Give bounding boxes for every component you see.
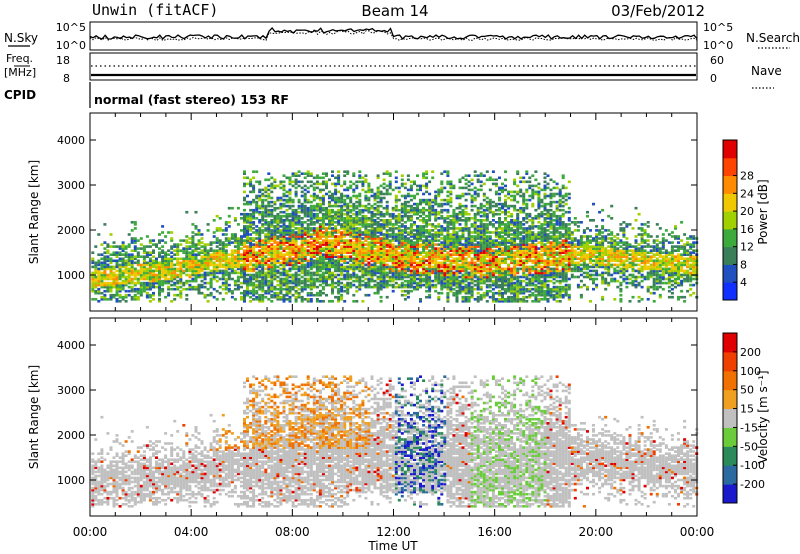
velocity-colorbar-label: Velocity [m s⁻¹] — [756, 370, 770, 463]
vel-ytick-label: 1000 — [57, 474, 85, 487]
x-tick-label: 00:00 — [73, 525, 108, 539]
velocity-colorbar: 200 100 50 15 -15 -50 -100 -200 — [722, 332, 765, 504]
colorbar-swatch — [723, 351, 737, 372]
vel-ytick-label: 3000 — [57, 384, 85, 397]
station-title: Unwin (fitACF) — [92, 1, 218, 19]
colorbar-tick: 200 — [740, 346, 761, 359]
colorbar-swatch — [723, 484, 737, 504]
colorbar-swatch — [723, 140, 737, 159]
power-colorbar: 4 8 12 16 20 24 28 — [722, 139, 754, 301]
vel-ytick-label: 4000 — [57, 339, 85, 352]
colorbar-swatch — [723, 389, 737, 410]
nsky-strip: N.Sky 10^5 10^0 10^5 10^0 N.Search — [4, 21, 800, 52]
colorbar-swatch — [723, 446, 737, 466]
colorbar-tick: 50 — [740, 384, 754, 397]
colorbar-swatch — [723, 370, 737, 391]
nsky-trace — [89, 27, 698, 40]
colorbar-swatch — [723, 427, 737, 447]
colorbar-tick: 4 — [740, 276, 747, 289]
freq-strip: Freq. [MHz] 18 8 60 0 Nave — [4, 52, 782, 89]
colorbar-swatch — [723, 228, 737, 248]
power-panel: 1000 2000 3000 4000 Slant Range [km] 4 8 12 16… — [27, 112, 770, 312]
x-tick-label: 20:00 — [579, 525, 614, 539]
nsky-tick-top: 10^5 — [56, 21, 86, 34]
colorbar-swatch — [723, 157, 737, 177]
colorbar-swatch — [723, 246, 737, 265]
vel-ytick-label: 2000 — [57, 429, 85, 442]
freq-label-1: Freq. — [6, 52, 33, 65]
colorbar-tick: -100 — [740, 459, 765, 472]
colorbar-tick: 24 — [740, 187, 754, 200]
nave-label: Nave — [751, 64, 782, 78]
colorbar-tick: 12 — [740, 241, 754, 254]
x-tick-label: 04:00 — [174, 525, 209, 539]
freq-tick-bottom: 8 — [63, 72, 70, 85]
nsky-label: N.Sky — [4, 31, 38, 45]
velocity-panel: 1000 2000 3000 4000 Slant Range [km] 200 100… — [27, 317, 770, 517]
colorbar-swatch — [723, 333, 737, 353]
cpid-strip: CPID normal (fast stereo) 153 RF — [4, 82, 289, 108]
colorbar-tick: 16 — [740, 223, 754, 236]
velocity-heatmap — [91, 375, 699, 508]
colorbar-swatch — [723, 408, 737, 428]
x-tick-label: 00:00 — [680, 525, 715, 539]
x-tick-label: 16:00 — [477, 525, 512, 539]
power-heatmap — [91, 170, 699, 303]
nave-tick-top: 60 — [710, 54, 724, 67]
colorbar-tick: -15 — [740, 421, 758, 434]
freq-tick-top: 18 — [56, 54, 70, 67]
colorbar-swatch — [723, 175, 737, 194]
colorbar-swatch — [723, 465, 737, 485]
colorbar-swatch — [723, 264, 737, 283]
nsearch-tick-top: 10^5 — [703, 21, 733, 34]
velocity-ylabel: Slant Range [km] — [27, 365, 41, 469]
x-axis-label: Time UT — [367, 539, 418, 553]
freq-label-2: [MHz] — [4, 66, 36, 79]
power-ytick-label: 2000 — [57, 224, 85, 237]
colorbar-tick: 28 — [740, 170, 754, 183]
nsearch-trace — [89, 29, 698, 42]
nsky-tick-bottom: 10^0 — [56, 39, 86, 52]
cpid-text: normal (fast stereo) 153 RF — [94, 92, 289, 107]
nsearch-tick-bottom: 10^0 — [703, 39, 733, 52]
nsearch-label: N.Search — [746, 31, 800, 45]
x-tick-label: 08:00 — [275, 525, 310, 539]
colorbar-tick: 15 — [740, 403, 754, 416]
power-ytick-label: 3000 — [57, 179, 85, 192]
x-tick-label: 12:00 — [376, 525, 411, 539]
cpid-label: CPID — [4, 88, 36, 102]
x-axis-labels: 00:00 04:00 08:00 12:00 16:00 20:00 00:00 — [73, 525, 715, 539]
colorbar-swatch — [723, 282, 737, 301]
colorbar-tick: 20 — [740, 205, 754, 218]
power-ytick-label: 4000 — [57, 134, 85, 147]
power-ytick-label: 1000 — [57, 269, 85, 282]
colorbar-tick: 100 — [740, 365, 761, 378]
power-colorbar-label: Power [dB] — [756, 179, 770, 244]
colorbar-tick: -50 — [740, 440, 758, 453]
nave-tick-bottom: 0 — [710, 72, 717, 85]
colorbar-tick: 8 — [740, 258, 747, 271]
colorbar-swatch — [723, 211, 737, 230]
colorbar-swatch — [723, 193, 737, 212]
power-ylabel: Slant Range [km] — [27, 160, 41, 264]
beam-title: Beam 14 — [361, 2, 428, 20]
date-title: 03/Feb/2012 — [611, 2, 705, 20]
colorbar-tick: -200 — [740, 478, 765, 491]
